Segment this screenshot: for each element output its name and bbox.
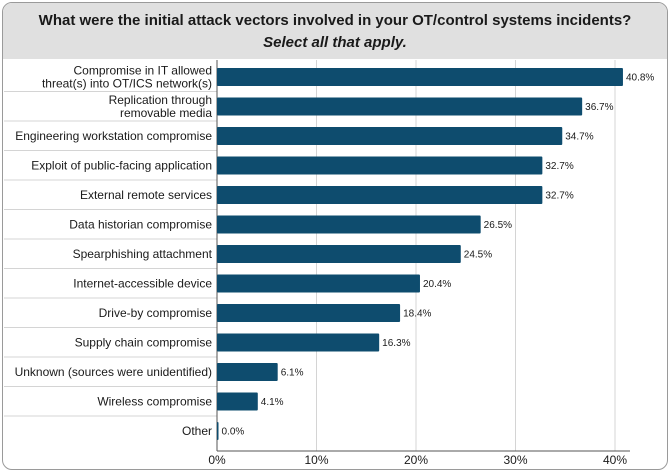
bar [217, 392, 258, 411]
category-label: removable media [120, 106, 212, 120]
x-tick-label: 40% [603, 453, 627, 467]
chart-subtitle: Select all that apply. [263, 34, 407, 51]
category-label: Internet-accessible device [73, 277, 212, 291]
category-label: Other [182, 424, 212, 438]
value-label: 32.7% [545, 191, 573, 202]
category-label: Spearphishing attachment [73, 247, 213, 261]
bar [217, 333, 380, 352]
category-label: Exploit of public-facing application [31, 159, 212, 173]
value-label: 18.4% [403, 309, 431, 320]
category-label: External remote services [80, 188, 212, 202]
bar [217, 127, 563, 145]
value-label: 6.1% [281, 368, 304, 379]
bar [217, 97, 583, 116]
category-label: Wireless compromise [97, 395, 212, 409]
value-label: 32.7% [545, 161, 573, 172]
category-label: Drive-by compromise [99, 306, 213, 320]
value-label: 0.0% [222, 427, 245, 438]
value-label: 34.7% [565, 132, 593, 143]
bar [217, 245, 461, 263]
x-tick-label: 10% [304, 453, 328, 467]
bar [217, 363, 278, 381]
bar [217, 422, 219, 440]
category-label: Engineering workstation compromise [15, 129, 212, 143]
category-label: Supply chain compromise [75, 336, 213, 350]
value-label: 24.5% [464, 250, 492, 261]
bar [217, 304, 401, 322]
category-label: Unknown (sources were unidentified) [15, 365, 212, 379]
bar [217, 274, 420, 293]
x-tick-label: 20% [404, 453, 428, 467]
chart-title: What were the initial attack vectors inv… [38, 12, 632, 29]
x-tick-label: 30% [503, 453, 527, 467]
value-label: 40.8% [626, 73, 654, 84]
value-label: 20.4% [423, 279, 451, 290]
x-tick-label: 0% [208, 453, 226, 467]
category-label: threat(s) into OT/ICS network(s) [42, 77, 212, 91]
value-label: 36.7% [585, 102, 613, 113]
value-label: 4.1% [261, 397, 284, 408]
bar [217, 156, 543, 175]
category-label: Data historian compromise [69, 218, 212, 232]
category-label: Compromise in IT allowed [74, 64, 213, 78]
chart-header: What were the initial attack vectors inv… [3, 3, 667, 59]
value-label: 26.5% [484, 220, 512, 231]
bar [217, 215, 481, 234]
value-label: 16.3% [382, 338, 410, 349]
bar [217, 68, 623, 86]
category-label: Replication through [109, 93, 212, 107]
bar [217, 186, 543, 204]
